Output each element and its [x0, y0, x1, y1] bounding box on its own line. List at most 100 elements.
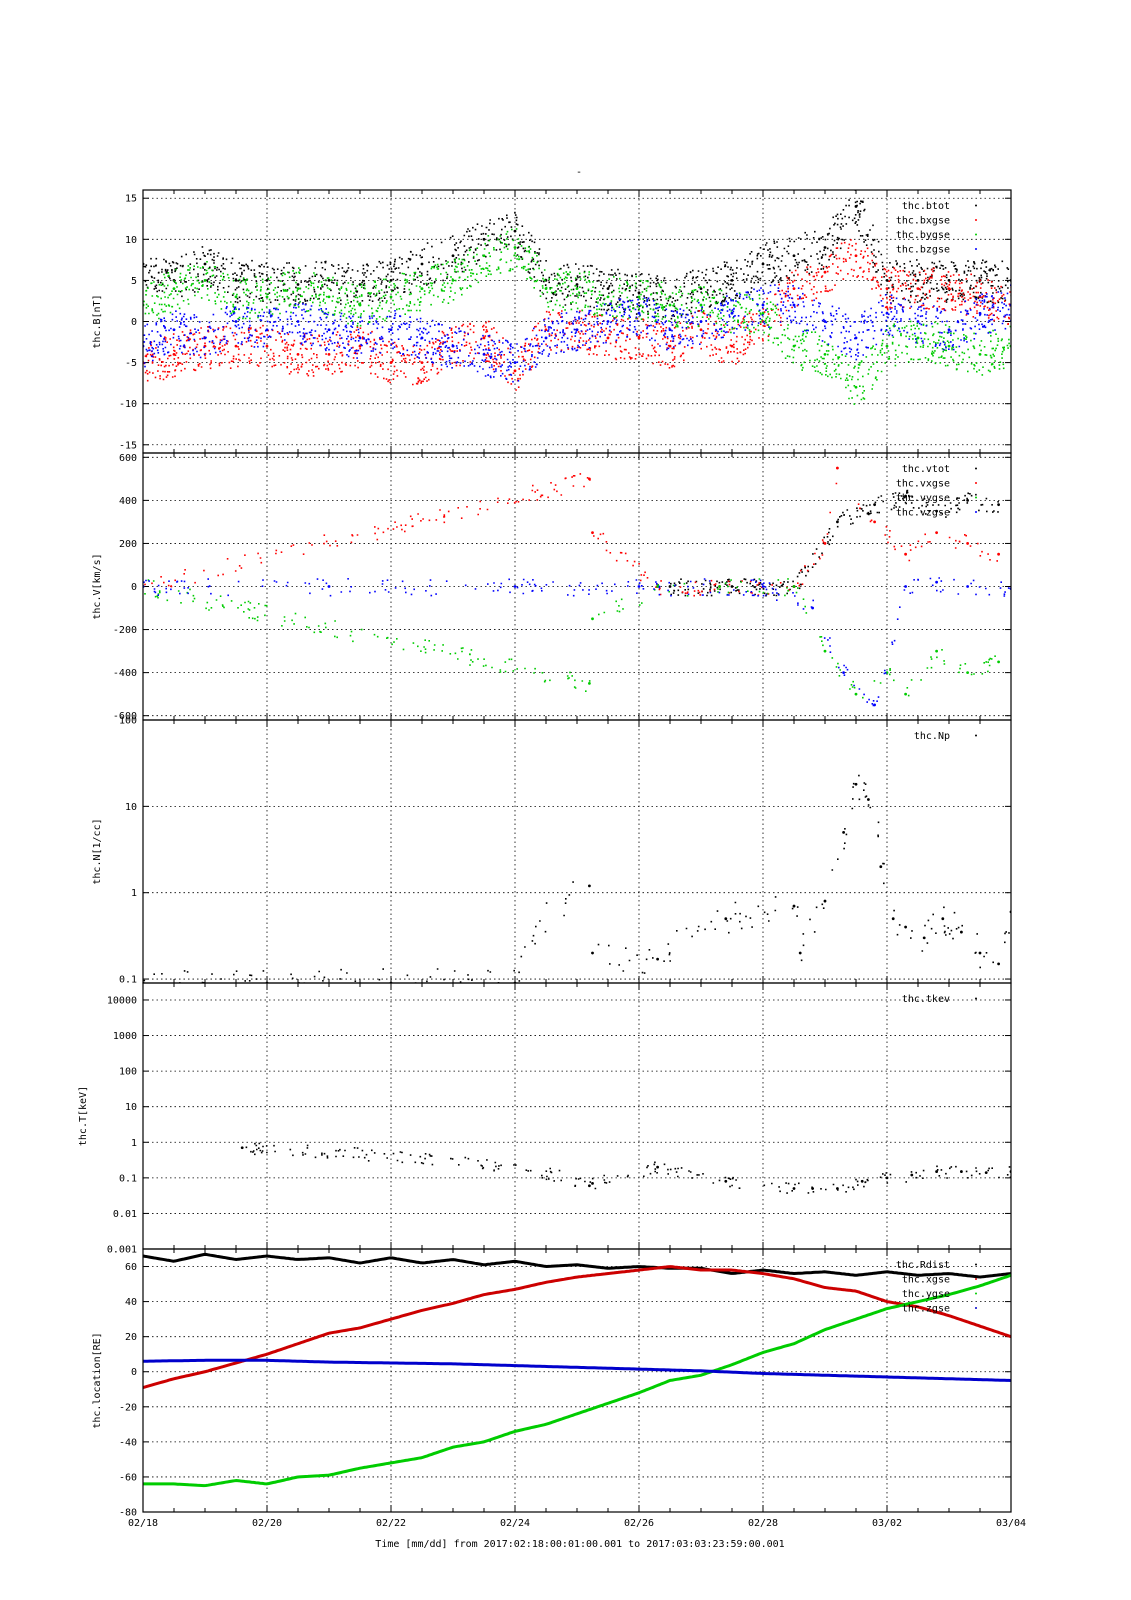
legend-label: thc.bygse [896, 230, 950, 241]
y-axis-label: thc.B[nT] [92, 294, 103, 348]
y-tick-label: -400 [113, 668, 137, 679]
data-point [451, 344, 455, 348]
series-line [143, 1252, 1011, 1279]
data-point [513, 246, 517, 249]
plot-area [240, 1142, 1011, 1194]
data-point [798, 951, 802, 955]
data-point [761, 585, 765, 588]
data-point [451, 279, 455, 282]
series-points [143, 284, 1011, 383]
data-point [513, 229, 517, 233]
data-point [656, 957, 659, 961]
y-tick-label: -40 [119, 1437, 137, 1448]
data-point [935, 1170, 938, 1173]
series-line [143, 1358, 1011, 1382]
data-point [761, 311, 765, 315]
y-tick-label: 0.001 [107, 1245, 137, 1256]
data-point [588, 681, 591, 685]
data-point [854, 782, 858, 786]
y-axis-label: thc.V[km/s] [92, 553, 103, 619]
series-thc-ygse [143, 1273, 1011, 1488]
data-point [591, 531, 594, 535]
legend-label: thc.tkev [902, 994, 950, 1005]
data-point [296, 320, 300, 323]
y-tick-label: 0 [131, 317, 137, 328]
y-tick-label: 0 [131, 582, 137, 593]
data-point [668, 585, 672, 588]
data-point [606, 336, 610, 340]
data-point [947, 344, 951, 348]
data-point [420, 361, 424, 364]
data-point [836, 520, 839, 524]
panel-5: -80 -60 -40 -20 0 20 40 60 thc.location[RE] thc.R… [92, 1248, 1026, 1529]
data-point [854, 385, 858, 389]
data-point [389, 328, 393, 332]
legend-label: thc.ygse [902, 1289, 950, 1300]
plot-frame [142, 719, 1012, 984]
legend-label: thc.vxgse [896, 479, 950, 490]
data-point [606, 295, 610, 299]
data-point [761, 303, 765, 307]
data-point [885, 311, 889, 315]
data-point [327, 279, 331, 282]
y-tick-label: 400 [119, 496, 137, 507]
data-point [358, 303, 362, 307]
plot-area [143, 774, 1011, 983]
legend-marker [975, 1263, 977, 1266]
data-point [792, 585, 796, 588]
data-point [606, 320, 610, 323]
data-point [978, 352, 982, 356]
data-point [916, 320, 920, 323]
series-line [143, 1265, 1011, 1389]
data-point [947, 279, 951, 282]
panel-4: 0.001 0.01 0.1 1 10 100 1000 10000 thc.T[keV] thc… [78, 982, 1012, 1256]
data-point [718, 585, 721, 588]
data-point [296, 287, 300, 291]
data-point [420, 262, 424, 266]
legend-label: thc.vzgse [896, 508, 950, 519]
legend-marker [975, 467, 977, 470]
y-tick-label: 200 [119, 539, 137, 550]
data-point [935, 509, 938, 513]
data-point [730, 279, 734, 282]
data-point [854, 254, 858, 258]
series-thc-bzgse [143, 284, 1011, 383]
data-point [203, 336, 207, 340]
panels: -15-10-5051015thc.B[nT]thc.btotthc.bxgse… [78, 189, 1026, 1529]
data-point [591, 951, 594, 955]
legend-marker [975, 482, 977, 484]
data-point [668, 328, 672, 332]
legend-label: thc.vygse [896, 493, 950, 504]
data-point [891, 917, 895, 921]
data-point [327, 352, 331, 356]
y-tick-label: 1 [131, 1138, 137, 1149]
x-tick-label: 02/20 [252, 1518, 282, 1529]
data-point [591, 1181, 594, 1185]
data-point [922, 936, 926, 940]
legend-label: thc.bxgse [896, 216, 950, 227]
data-point [823, 542, 827, 545]
data-point [910, 1173, 914, 1177]
data-point [544, 328, 548, 332]
data-point [544, 336, 548, 340]
data-point [327, 585, 331, 588]
y-tick-label: -80 [119, 1508, 137, 1519]
legend-label: thc.Np [914, 731, 950, 742]
data-point [792, 254, 796, 258]
data-point [854, 336, 858, 340]
y-tick-label: 0.1 [119, 975, 137, 986]
data-point [358, 336, 362, 340]
y-tick-label: -10 [119, 399, 137, 410]
data-point [513, 585, 517, 588]
y-tick-label: 0.1 [119, 1173, 137, 1184]
data-point [482, 352, 486, 356]
data-point [916, 279, 920, 282]
series-thc-btot [143, 190, 1011, 320]
data-point [240, 1146, 244, 1150]
data-point [904, 494, 907, 498]
data-point [935, 649, 938, 653]
legend-marker [975, 511, 977, 513]
data-point [203, 279, 207, 282]
x-tick-label: 02/28 [748, 1518, 778, 1529]
data-point [947, 328, 951, 332]
